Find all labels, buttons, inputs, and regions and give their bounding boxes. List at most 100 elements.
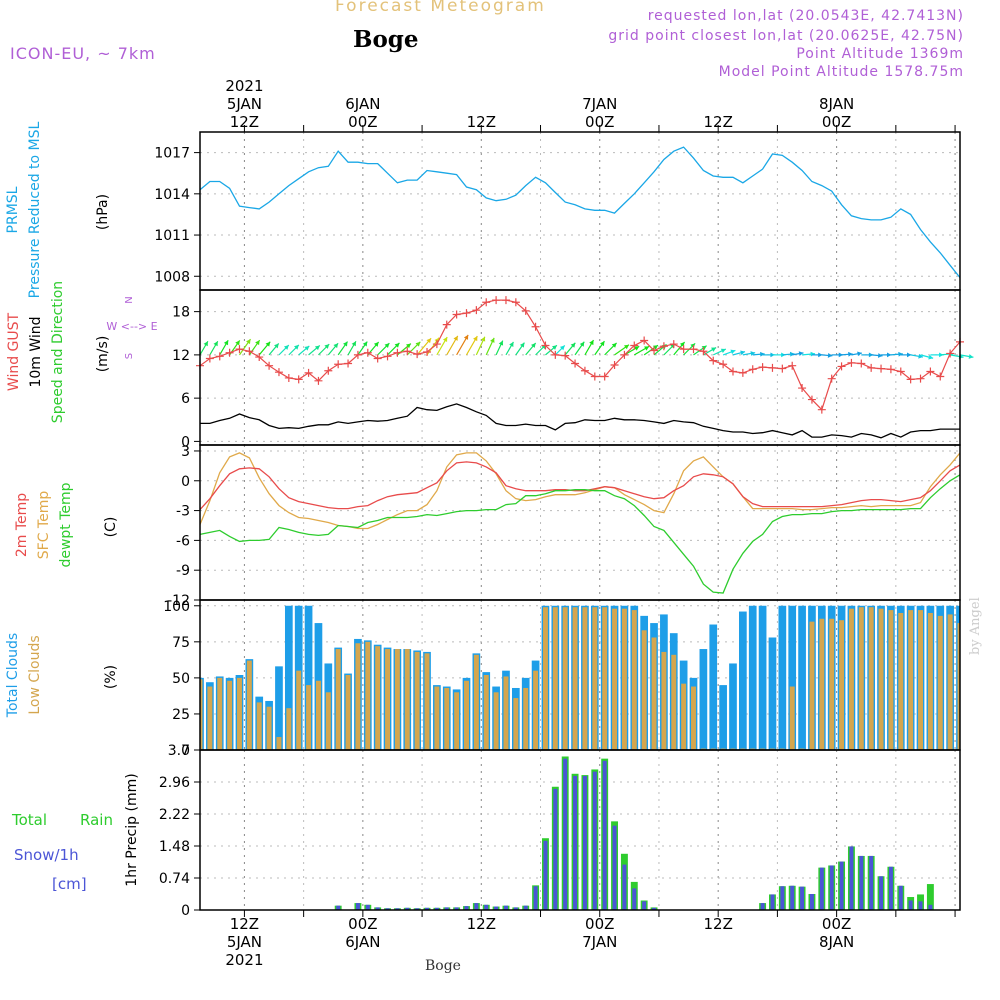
temp2m-line	[199, 461, 961, 511]
wind-arrows	[199, 334, 974, 360]
time-label-top: 12Z	[703, 113, 732, 131]
wind-arrow-head	[611, 342, 617, 348]
gust-marker	[709, 356, 718, 365]
gust-marker	[788, 361, 797, 370]
model-altitude: Model Point Altitude 1578.75m	[718, 64, 964, 80]
low-cloud-bar	[533, 670, 539, 750]
wind-arrow-head	[877, 353, 883, 358]
gust-marker	[719, 360, 728, 369]
low-cloud-bar	[848, 608, 854, 750]
gust-marker	[353, 350, 362, 359]
rain-bar	[926, 884, 934, 910]
low-cloud-bar	[562, 607, 568, 750]
wind-arrow-head	[652, 345, 658, 350]
wind-speed-line	[200, 403, 960, 439]
gust-marker	[442, 320, 451, 329]
snow-bar	[395, 908, 400, 910]
time-label-top: 6JAN	[345, 95, 380, 113]
panel-label-temperature-2: dewpt Temp	[58, 482, 74, 567]
gust-marker	[255, 353, 264, 362]
wind-arrow-head	[304, 345, 310, 351]
y-tick-label: 100	[163, 599, 190, 615]
gust-marker	[413, 350, 422, 359]
low-cloud-bar	[473, 654, 479, 750]
wind-arrow-head	[246, 339, 251, 345]
wind-arrow-head	[740, 350, 746, 356]
low-cloud-bar	[661, 651, 667, 750]
precip-label-rain: Rain	[80, 811, 113, 829]
time-label-top: 8JAN	[819, 95, 854, 113]
time-label-bottom: 7JAN	[582, 933, 617, 951]
wind-arrow-head	[818, 352, 823, 358]
gust-marker	[728, 367, 737, 376]
low-cloud-bar	[592, 607, 598, 750]
time-label-top: 00Z	[822, 113, 851, 131]
total-cloud-bar	[719, 685, 727, 750]
y-tick-label: 12	[172, 348, 190, 364]
low-cloud-bar	[385, 649, 390, 750]
y-tick-label: 0	[181, 903, 190, 919]
wind-arrow-head	[760, 351, 765, 357]
gust-marker	[620, 350, 629, 359]
snow-bar	[573, 775, 578, 910]
gust-marker	[274, 368, 283, 377]
snow-bar	[888, 866, 893, 910]
snow-bar	[790, 885, 795, 910]
precip-label-snow: Snow/1h	[14, 846, 79, 864]
low-cloud-bar	[681, 683, 687, 750]
wind-arrow-head	[918, 353, 923, 359]
requested-coords: requested lon,lat (20.0543E, 42.7413N)	[647, 8, 964, 24]
station-name: Boge	[353, 26, 419, 53]
low-cloud-bar	[345, 675, 351, 750]
low-cloud-bar	[414, 651, 420, 750]
gust-marker	[294, 375, 303, 384]
gust-marker	[383, 352, 392, 361]
panel-frame	[199, 131, 961, 291]
wind-arrow-head	[848, 351, 853, 357]
snow-bar	[602, 760, 607, 910]
panel-label-clouds-1: Low Clouds	[27, 635, 43, 714]
low-cloud-bar	[898, 612, 904, 750]
total-cloud-bar	[778, 605, 787, 750]
gust-marker	[541, 341, 550, 350]
compass-we: W <--> E	[106, 320, 157, 333]
gust-marker	[363, 348, 372, 357]
gust-marker	[373, 354, 382, 363]
gust-marker	[807, 395, 816, 404]
wind-arrow-head	[907, 352, 912, 358]
y-tick-label: 2.22	[159, 807, 190, 823]
low-cloud-bar	[237, 677, 242, 750]
clouds-unit: (%)	[103, 665, 119, 689]
wind-arrow-head	[442, 337, 448, 343]
snow-bar	[365, 904, 370, 910]
snow-bar	[464, 906, 469, 910]
panel-label-wind-2: Speed and Direction	[50, 281, 66, 423]
snow-bar	[829, 865, 834, 910]
y-tick-label: 0	[181, 474, 190, 490]
low-cloud-bar	[493, 692, 499, 750]
snow-bar	[553, 788, 558, 910]
wind-arrow-head	[701, 345, 707, 351]
wind-arrow-head	[406, 343, 411, 349]
y-tick-label: 1017	[154, 146, 190, 162]
temperature-unit: (C)	[103, 517, 119, 538]
low-cloud-bar	[286, 708, 292, 750]
gust-marker	[600, 372, 609, 381]
gust-marker	[501, 296, 510, 305]
low-cloud-bar	[355, 643, 361, 750]
snow-bar	[484, 904, 489, 910]
snow-bar	[444, 907, 449, 910]
wind-arrow-head	[968, 354, 974, 359]
low-cloud-bar	[227, 680, 233, 750]
time-label-bottom: 5JAN	[227, 933, 262, 951]
low-cloud-bar	[434, 686, 440, 750]
total-cloud-bar	[275, 666, 283, 750]
low-cloud-bar	[394, 649, 400, 750]
low-cloud-bar	[375, 646, 381, 750]
panel-label-pressure-1: Pressure Reduced to MSL	[27, 121, 43, 298]
gust-marker	[472, 306, 481, 315]
wind-arrow-head	[531, 343, 536, 348]
snow-bar	[898, 885, 903, 910]
snow-bar	[859, 855, 864, 910]
gust-marker	[827, 374, 836, 383]
